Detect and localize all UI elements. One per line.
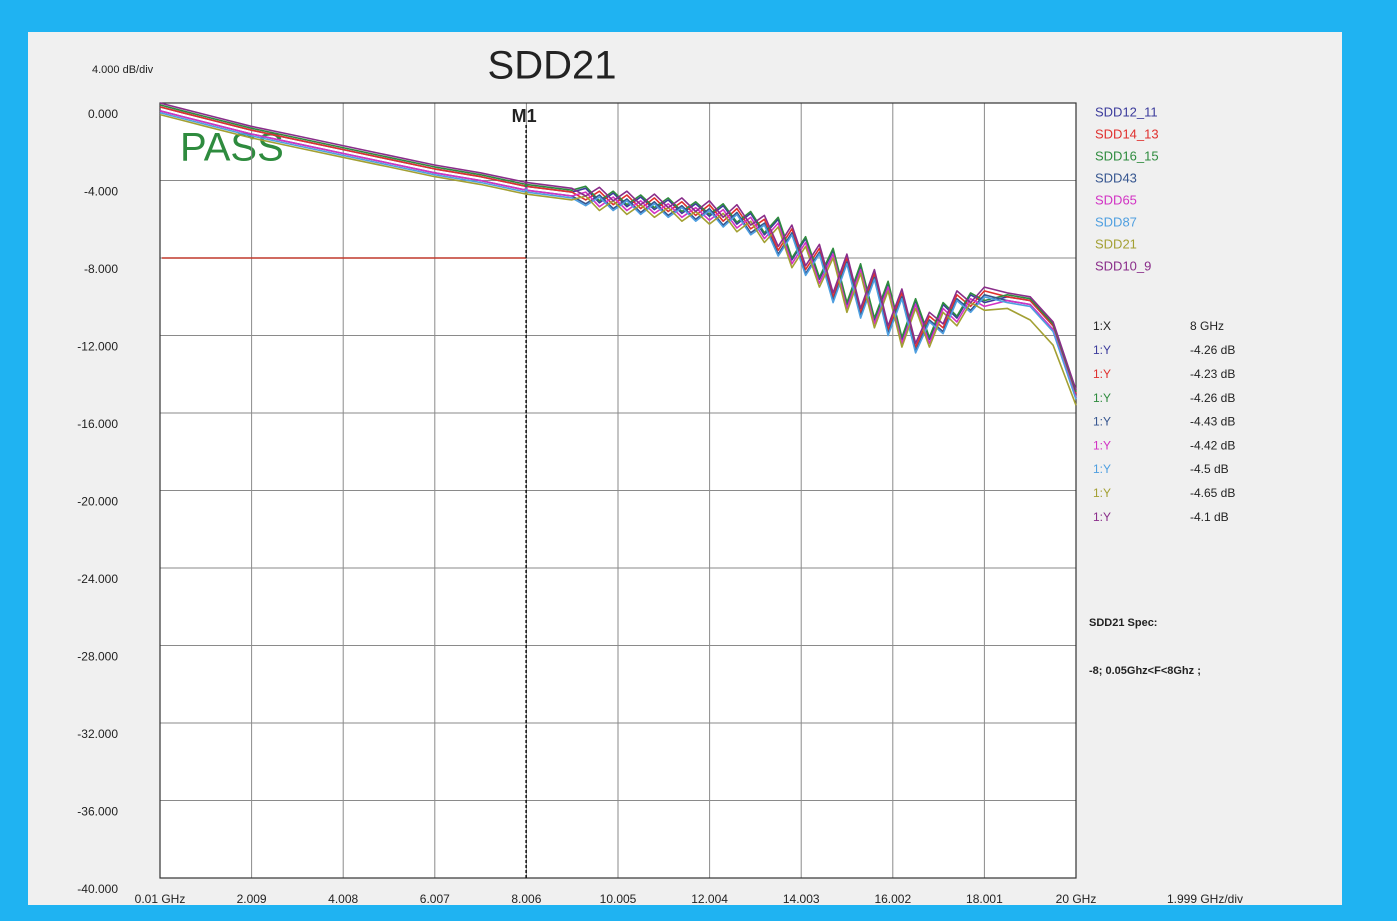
series-line	[159, 104, 1077, 392]
x-tick-label: 0.01 GHz	[135, 892, 186, 906]
marker-point	[524, 184, 528, 188]
x-tick-label: 4.008	[328, 892, 358, 906]
x-tick-label: 8.006	[511, 892, 541, 906]
legend-entry: SDD21	[1095, 236, 1137, 251]
y-scale-label: 4.000 dB/div	[92, 64, 154, 76]
marker-y-prefix: 1:Y	[1093, 343, 1111, 357]
x-tick-label: 12.004	[691, 892, 728, 906]
x-tick-label: 10.005	[600, 892, 637, 906]
marker-y-prefix: 1:Y	[1093, 486, 1111, 500]
legend-entry: SDD65	[1095, 192, 1137, 207]
marker-x-label: 8 GHz	[1190, 319, 1224, 333]
y-tick-label: -20.000	[77, 495, 118, 509]
marker-value-label: -4.5 dB	[1190, 462, 1229, 476]
marker-y-prefix: 1:Y	[1093, 438, 1111, 452]
marker-value-label: -4.26 dB	[1190, 391, 1235, 405]
marker-value-label: -4.23 dB	[1190, 367, 1235, 381]
x-tick-label: 16.002	[874, 892, 911, 906]
y-tick-label: -24.000	[77, 572, 118, 586]
marker-y-prefix: 1:Y	[1093, 367, 1111, 381]
legend-entry: SDD10_9	[1095, 258, 1151, 273]
marker-value-label: -4.42 dB	[1190, 438, 1235, 452]
legend-entry: SDD16_15	[1095, 148, 1159, 163]
y-tick-label: 0.000	[88, 107, 118, 121]
marker-y-prefix: 1:Y	[1093, 391, 1111, 405]
y-tick-label: -40.000	[77, 882, 118, 896]
series-line	[159, 113, 1077, 406]
marker-x-prefix: 1:X	[1093, 319, 1111, 333]
legend-entry: SDD87	[1095, 214, 1137, 229]
legend-entry: SDD14_13	[1095, 126, 1159, 141]
x-scale-label: 1.999 GHz/div	[1167, 892, 1243, 906]
series-line	[159, 102, 1077, 391]
marker-point	[524, 180, 528, 184]
marker-value-label: -4.43 dB	[1190, 415, 1235, 429]
series-line	[159, 111, 1077, 400]
y-tick-label: -36.000	[77, 805, 118, 819]
y-tick-label: -4.000	[84, 185, 118, 199]
x-tick-label: 20 GHz	[1056, 892, 1097, 906]
chart-title: SDD21	[488, 44, 617, 88]
x-tick-label: 14.003	[783, 892, 820, 906]
y-tick-label: -8.000	[84, 262, 118, 276]
spec-title: SDD21 Spec:	[1089, 617, 1157, 629]
marker-value-label: -4.65 dB	[1190, 486, 1235, 500]
y-tick-label: -16.000	[77, 417, 118, 431]
marker-value-label: -4.1 dB	[1190, 510, 1229, 524]
plot-border	[159, 102, 1077, 879]
x-tick-label: 18.001	[966, 892, 1003, 906]
marker-name: M1	[512, 106, 537, 126]
marker-y-prefix: 1:Y	[1093, 415, 1111, 429]
y-tick-label: -12.000	[77, 340, 118, 354]
marker-y-prefix: 1:Y	[1093, 462, 1111, 476]
marker-point	[524, 188, 528, 192]
spec-text: -8; 0.05Ghz<F<8Ghz ;	[1089, 665, 1201, 677]
x-tick-label: 6.007	[420, 892, 450, 906]
x-tick-label: 2.009	[237, 892, 267, 906]
legend-entry: SDD12_11	[1095, 104, 1158, 119]
legend-entry: SDD43	[1095, 170, 1137, 185]
marker-value-label: -4.26 dB	[1190, 343, 1235, 357]
marker-point	[524, 191, 528, 195]
y-tick-label: -32.000	[77, 727, 118, 741]
y-tick-label: -28.000	[77, 650, 118, 664]
marker-y-prefix: 1:Y	[1093, 510, 1111, 524]
